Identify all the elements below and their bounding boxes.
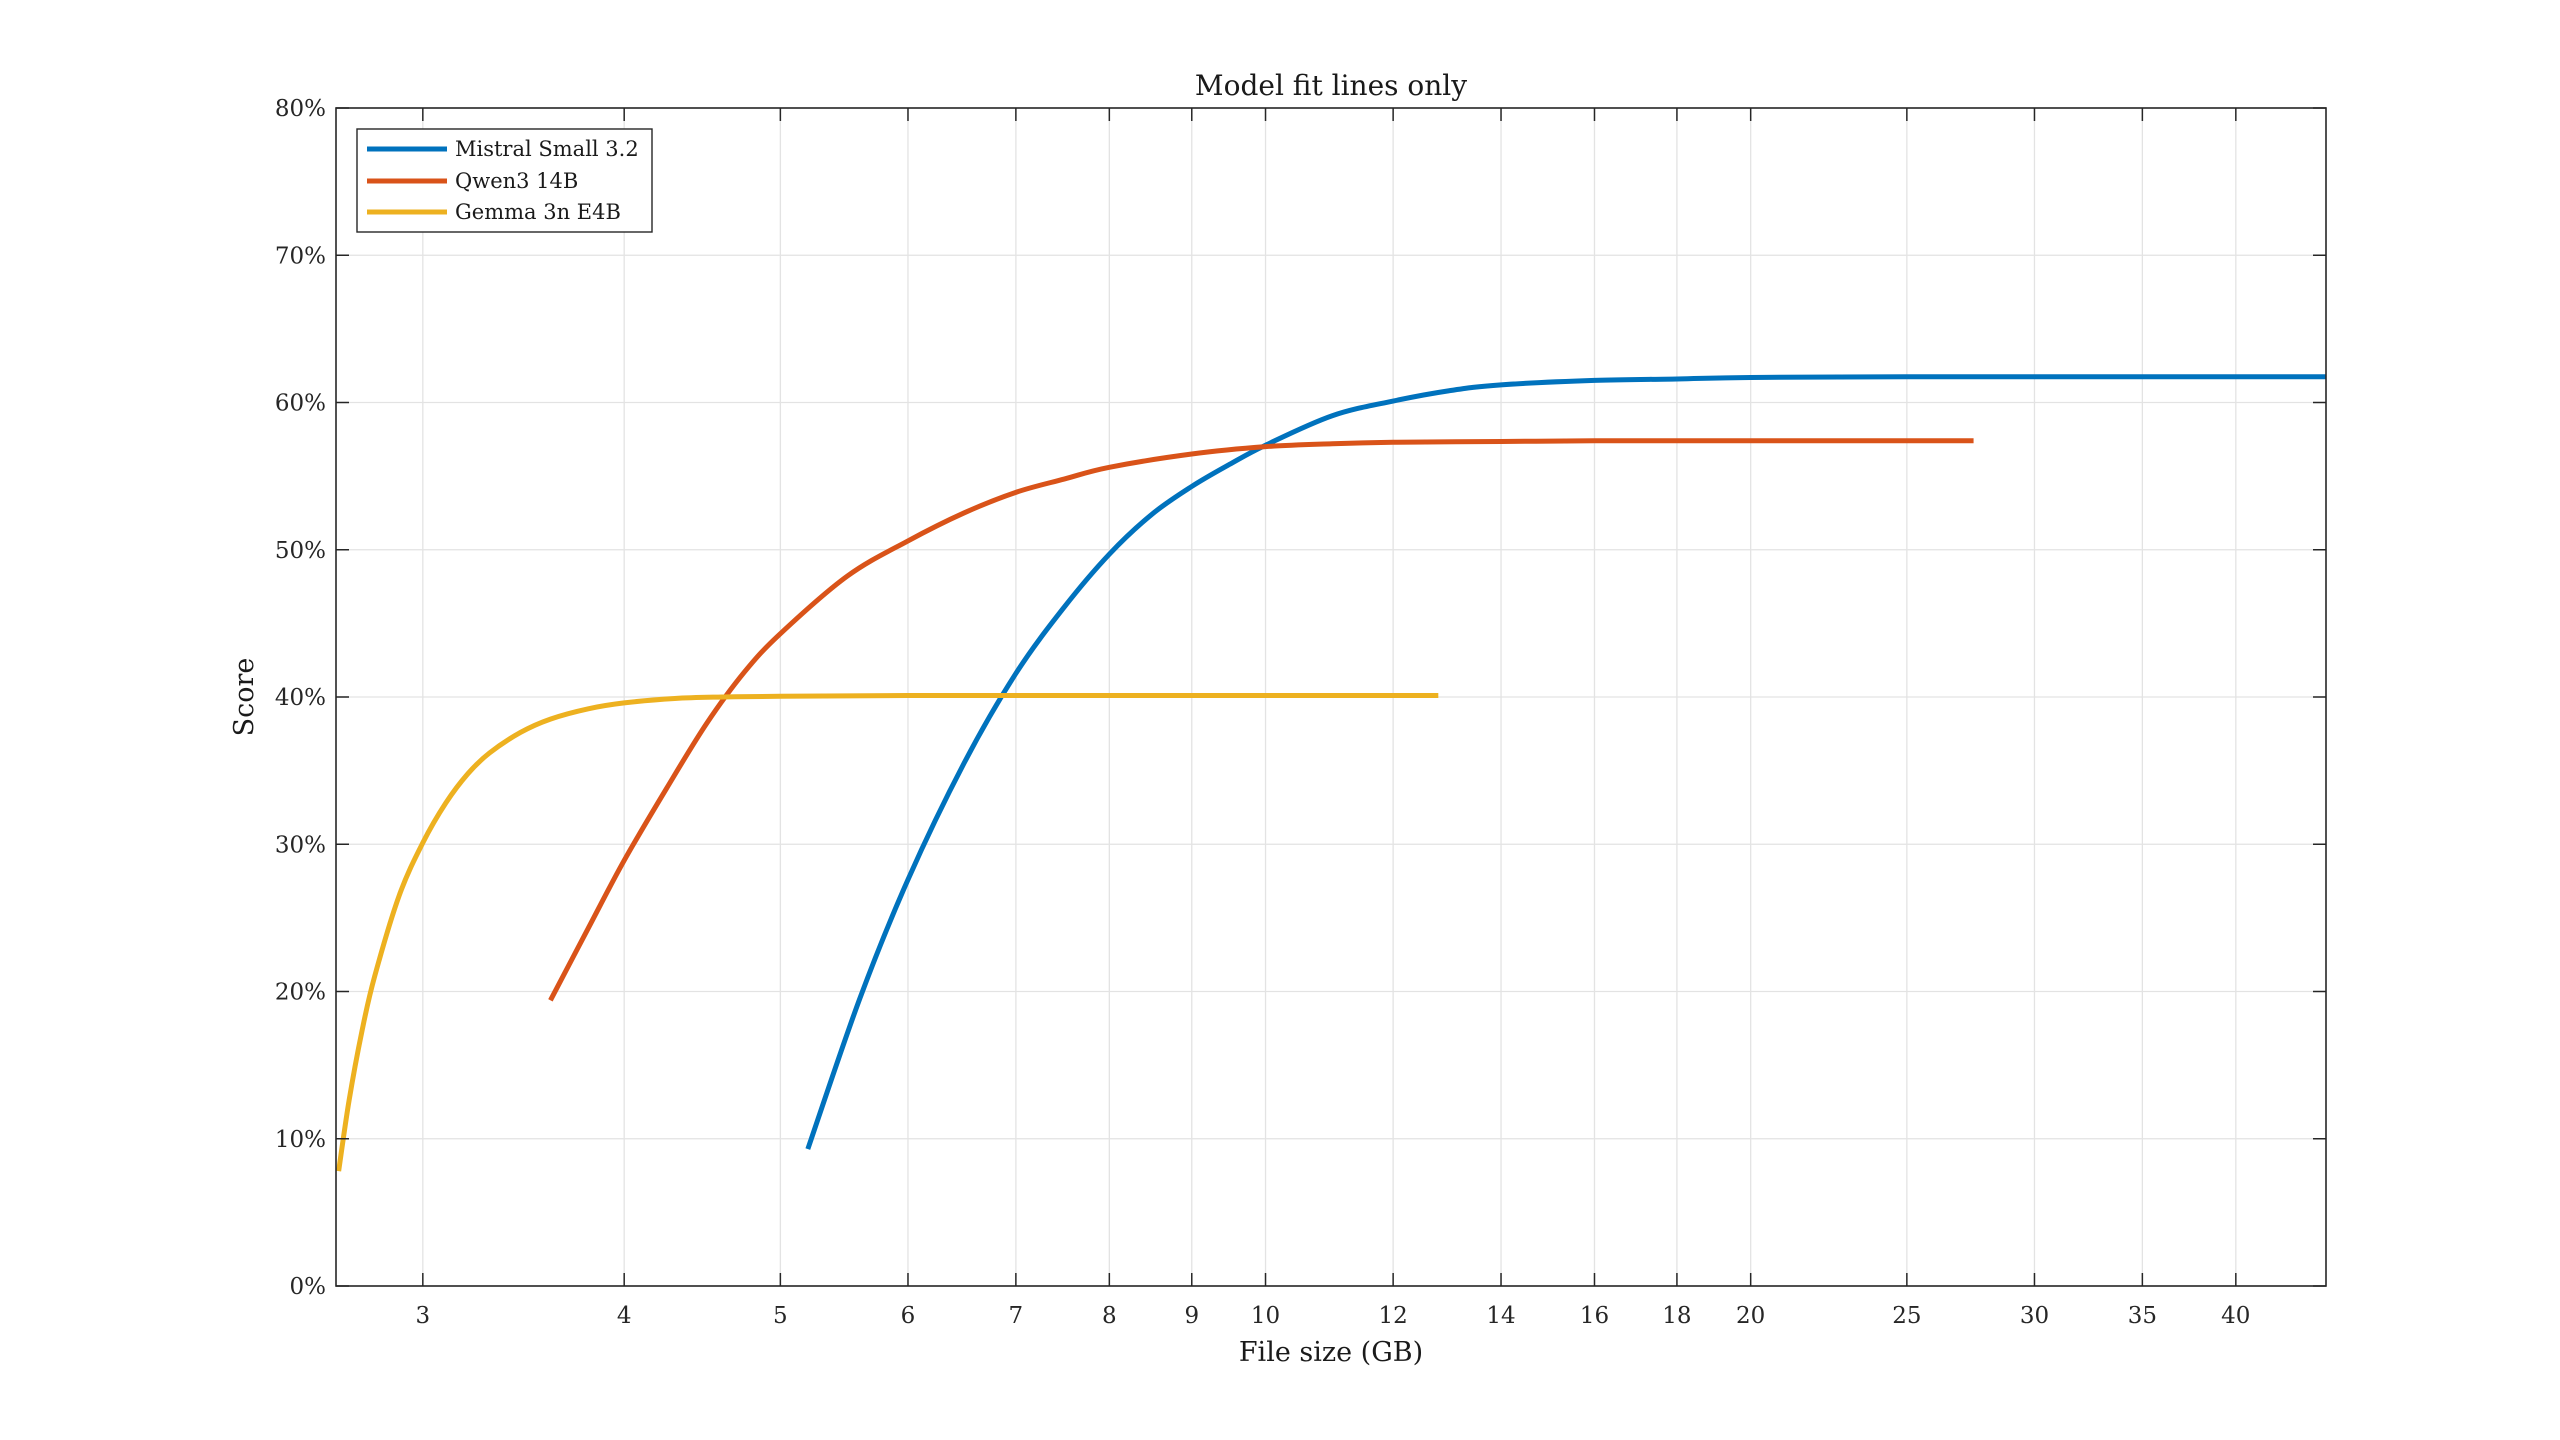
legend-label-gemma: Gemma 3n E4B bbox=[455, 200, 621, 224]
y-tick-label: 80% bbox=[275, 96, 326, 122]
legend: Mistral Small 3.2 Qwen3 14B Gemma 3n E4B bbox=[356, 128, 653, 233]
y-tick-label: 10% bbox=[275, 1127, 326, 1153]
x-tick-label: 10 bbox=[1251, 1303, 1280, 1329]
series-line-qwen3-14b bbox=[548, 438, 1974, 1002]
y-tick-label: 20% bbox=[275, 980, 326, 1006]
x-tick-label: 7 bbox=[1009, 1303, 1024, 1329]
y-axis-label: Score bbox=[229, 658, 260, 737]
series-lines bbox=[336, 374, 2326, 1172]
x-tick-label: 9 bbox=[1184, 1303, 1199, 1329]
legend-label-mistral: Mistral Small 3.2 bbox=[455, 137, 639, 161]
x-tick-label: 12 bbox=[1378, 1303, 1407, 1329]
series-line-mistral-small-3-2 bbox=[805, 374, 2326, 1150]
x-tick-label: 16 bbox=[1580, 1303, 1609, 1329]
y-tick-label: 40% bbox=[275, 685, 326, 711]
x-tick-label: 35 bbox=[2128, 1303, 2157, 1329]
x-axis-label: File size (GB) bbox=[1239, 1337, 1423, 1368]
x-tick-label: 18 bbox=[1662, 1303, 1691, 1329]
x-tick-label: 8 bbox=[1102, 1303, 1117, 1329]
x-tick-label: 14 bbox=[1486, 1303, 1515, 1329]
y-tick-label: 60% bbox=[275, 391, 326, 417]
x-tick-label: 25 bbox=[1892, 1303, 1921, 1329]
y-tick-label: 0% bbox=[290, 1274, 327, 1300]
y-tick-label: 30% bbox=[275, 832, 326, 858]
x-tick-label: 6 bbox=[901, 1303, 916, 1329]
x-tick-label: 4 bbox=[617, 1303, 632, 1329]
x-axis-ticks: 3 4 5 6 7 8 9 10 12 14 16 18 20 25 30 35 40 bbox=[416, 108, 2250, 1329]
series-line-gemma-3n-e4b bbox=[336, 692, 1439, 1172]
y-tick-label: 70% bbox=[275, 243, 326, 269]
x-tick-label: 30 bbox=[2020, 1303, 2049, 1329]
x-tick-label: 3 bbox=[416, 1303, 431, 1329]
legend-label-qwen: Qwen3 14B bbox=[455, 169, 578, 193]
x-tick-label: 20 bbox=[1736, 1303, 1765, 1329]
y-tick-label: 50% bbox=[275, 538, 326, 564]
x-tick-label: 5 bbox=[773, 1303, 788, 1329]
chart-title: Model fit lines only bbox=[1195, 69, 1467, 102]
y-axis-ticks: 0% 10% 20% 30% 40% 50% 60% 70% 80% bbox=[275, 96, 2326, 1300]
x-tick-label: 40 bbox=[2221, 1303, 2250, 1329]
